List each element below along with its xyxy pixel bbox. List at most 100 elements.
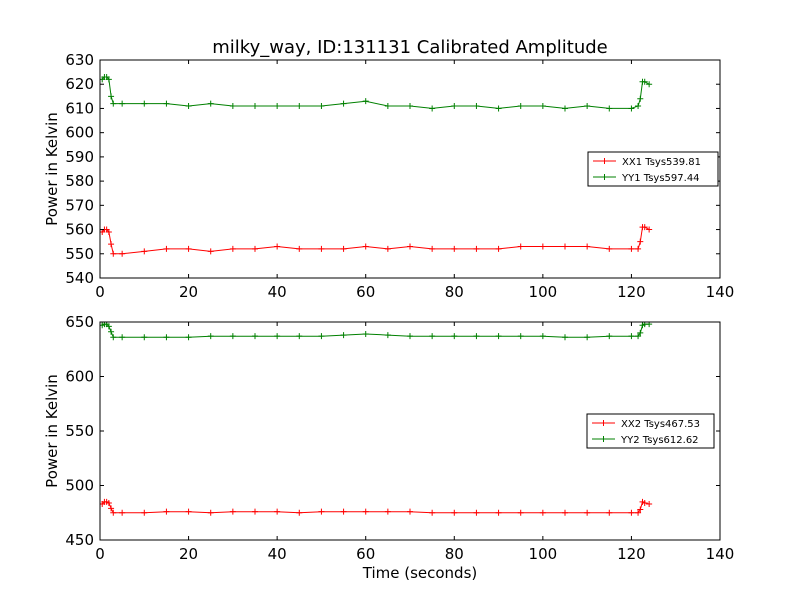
data-point (207, 333, 214, 340)
data-point (628, 333, 635, 340)
axes-frame (99, 59, 721, 279)
data-point (635, 333, 642, 340)
data-point (606, 105, 613, 112)
data-point (119, 509, 126, 516)
data-point (119, 334, 126, 341)
data-point (105, 499, 112, 506)
x-tick-label: 140 (706, 283, 735, 301)
y-axis-label: Power in Kelvin (43, 112, 61, 226)
plot-area (100, 73, 653, 257)
data-point (539, 243, 546, 250)
data-point (362, 243, 369, 250)
data-point (384, 332, 391, 339)
data-point (495, 105, 502, 112)
data-point (296, 509, 303, 516)
data-point (646, 81, 653, 88)
data-point (429, 245, 436, 252)
y-tick-label: 550 (65, 422, 94, 440)
x-tick-label: 0 (95, 545, 105, 563)
y-tick-label: 600 (65, 124, 94, 142)
data-point (110, 100, 117, 107)
data-point (163, 100, 170, 107)
data-point (318, 103, 325, 110)
data-point (362, 98, 369, 105)
data-point (473, 245, 480, 252)
data-point (362, 330, 369, 337)
data-point (163, 245, 170, 252)
x-tick-label: 80 (445, 545, 464, 563)
x-tick-label: 120 (617, 545, 646, 563)
y-tick-label: 590 (65, 148, 94, 166)
data-point (108, 241, 115, 248)
y-tick-label: 560 (65, 221, 94, 239)
data-point (517, 333, 524, 340)
legend-label: YY2 Tsys612.62 (620, 435, 699, 446)
data-point (229, 333, 236, 340)
data-point (584, 509, 591, 516)
data-point (105, 323, 112, 330)
y-tick-label: 550 (65, 245, 94, 263)
data-point (185, 103, 192, 110)
y-tick-label: 650 (65, 313, 94, 331)
data-point (429, 509, 436, 516)
data-point (110, 509, 117, 516)
data-point (252, 508, 258, 515)
data-point (637, 95, 644, 102)
data-point (141, 248, 148, 255)
bottom-subplot: 0 20 40 60 80 100 120 140 450 500 550 600 650 Power i… (43, 313, 734, 582)
data-point (584, 334, 591, 341)
data-point (637, 329, 644, 336)
x-tick-label: 100 (529, 283, 558, 301)
data-point (646, 501, 653, 508)
data-point (296, 103, 303, 110)
top-subplot: 0 20 40 60 80 100 120 140 540 550 560 570 580 590 600 6… (43, 51, 734, 301)
data-point (517, 243, 524, 250)
x-tick-label: 80 (445, 283, 464, 301)
y-tick-label: 450 (65, 531, 94, 549)
data-point (562, 243, 568, 250)
data-point (641, 499, 648, 506)
data-point (637, 238, 644, 245)
data-point (562, 509, 568, 516)
data-point (252, 103, 258, 110)
data-point (185, 508, 192, 515)
data-point (318, 333, 325, 340)
x-tick-label: 60 (356, 545, 375, 563)
data-point (562, 105, 568, 112)
x-tick-label: 60 (356, 283, 375, 301)
data-point (229, 245, 236, 252)
data-point (110, 334, 117, 341)
data-point (119, 250, 126, 257)
y-tick-label: 630 (65, 51, 94, 69)
data-point (163, 334, 170, 341)
series-2 (100, 322, 653, 341)
data-point (407, 103, 413, 110)
data-point (539, 103, 546, 110)
x-tick-label: 140 (706, 545, 735, 563)
data-point (252, 245, 258, 252)
data-point (318, 245, 325, 252)
series-1 (100, 498, 653, 516)
legend-label: YY1 Tsys597.44 (621, 173, 700, 184)
data-point (451, 103, 458, 110)
x-tick-label: 100 (529, 545, 558, 563)
data-point (274, 508, 281, 515)
data-point (646, 226, 653, 233)
data-point (628, 105, 635, 112)
data-point (606, 245, 613, 252)
data-point (606, 509, 613, 516)
data-point (635, 509, 642, 516)
chart-title: milky_way, ID:131131 Calibrated Amplitud… (212, 37, 607, 58)
data-point (635, 245, 642, 252)
data-point (637, 506, 644, 513)
data-point (318, 508, 325, 515)
data-point (252, 333, 258, 340)
data-point (340, 332, 347, 339)
data-point (274, 103, 281, 110)
x-tick-label: 20 (179, 545, 198, 563)
data-point (641, 78, 648, 85)
legend-marker (600, 420, 607, 426)
data-point (141, 334, 148, 341)
